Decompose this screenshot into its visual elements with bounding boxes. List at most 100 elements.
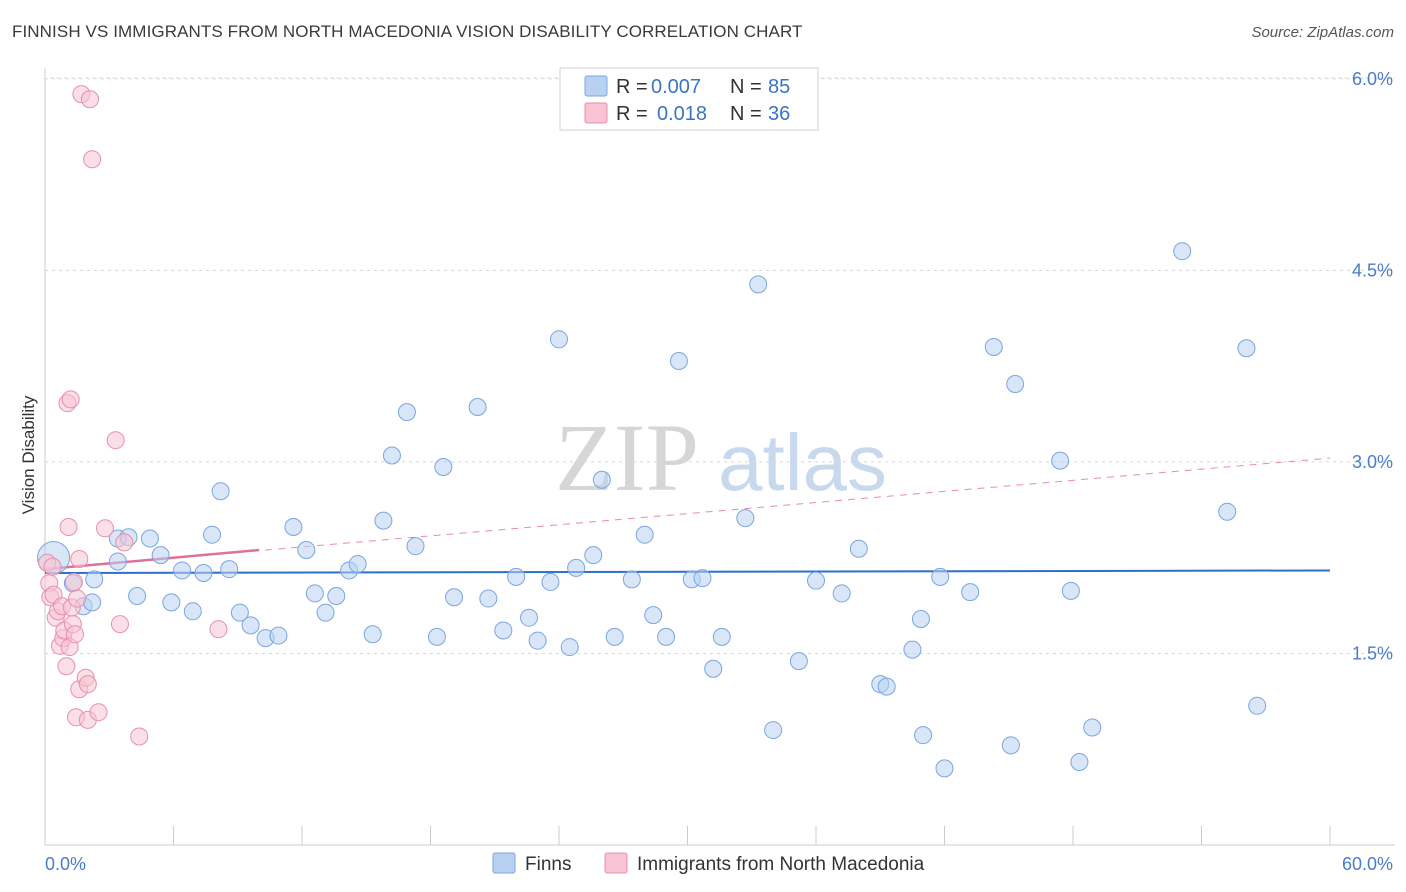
point-finns-42 — [528, 631, 547, 650]
legend-n-value-finns: 85 — [768, 76, 790, 98]
point-finns-22 — [284, 518, 303, 537]
point-finns-54 — [669, 352, 688, 371]
point-finns-64 — [832, 584, 851, 603]
legend: R = 0.007 N = 85 R = 0.018 N = 36 — [559, 67, 819, 131]
point-finns-74 — [984, 337, 1003, 356]
point-finns-24 — [305, 584, 324, 603]
y-tick-label-1: 3.0% — [1352, 452, 1393, 472]
point-finns-25 — [316, 603, 335, 622]
point-finns-46 — [567, 558, 586, 577]
chart-title: FINNISH VS IMMIGRANTS FROM NORTH MACEDON… — [12, 22, 803, 41]
point-finns-47 — [584, 546, 603, 565]
legend-r-label-north-macedonia: R = — [616, 103, 648, 125]
legend-n-value-north-macedonia: 36 — [768, 103, 790, 125]
point-finns-57 — [704, 659, 723, 678]
point-finns-51 — [635, 525, 654, 544]
axes — [44, 68, 1395, 846]
point-north-macedonia-29 — [83, 150, 102, 169]
point-finns-8 — [128, 586, 147, 605]
bottom-legend-north-macedonia: Immigrants from North Macedonia — [637, 854, 925, 875]
point-north-macedonia-35 — [130, 727, 149, 746]
y-tick-label-0: 1.5% — [1352, 643, 1393, 663]
point-finns-81 — [1173, 242, 1192, 261]
point-finns-17 — [220, 560, 239, 579]
series-finns — [37, 242, 1267, 778]
point-finns-69 — [911, 609, 930, 628]
point-finns-63 — [807, 571, 825, 590]
point-finns-58 — [712, 627, 731, 646]
point-north-macedonia-28 — [80, 90, 99, 109]
point-finns-16 — [211, 482, 230, 501]
point-finns-48 — [592, 470, 611, 489]
point-finns-70 — [914, 726, 933, 745]
point-finns-11 — [162, 593, 181, 612]
point-north-macedonia-34 — [115, 533, 134, 552]
point-finns-33 — [406, 537, 425, 556]
point-finns-23 — [297, 541, 316, 560]
point-finns-41 — [520, 608, 539, 627]
point-finns-12 — [173, 561, 192, 580]
legend-swatch-finns — [584, 75, 608, 97]
x-tick-label-1: 60.0% — [1342, 854, 1393, 874]
point-finns-38 — [479, 589, 498, 608]
point-north-macedonia-21 — [68, 589, 87, 608]
point-finns-62 — [789, 652, 808, 671]
point-finns-36 — [445, 588, 464, 607]
point-finns-21 — [269, 626, 288, 645]
x-tick-label-0: 0.0% — [45, 854, 86, 874]
point-finns-68 — [903, 640, 922, 659]
point-finns-40 — [507, 567, 526, 586]
point-finns-71 — [931, 567, 950, 586]
point-finns-82 — [1218, 502, 1237, 521]
point-finns-52 — [644, 606, 663, 625]
point-finns-35 — [434, 458, 453, 477]
series-north-macedonia — [38, 85, 228, 746]
point-finns-77 — [1051, 451, 1070, 470]
point-finns-3 — [83, 593, 102, 612]
point-north-macedonia-18 — [64, 572, 83, 591]
point-finns-4 — [85, 570, 104, 589]
point-finns-37 — [468, 397, 487, 416]
source-label: Source: ZipAtlas.com — [1251, 24, 1394, 41]
point-finns-56 — [693, 569, 712, 588]
point-finns-61 — [764, 721, 783, 740]
point-finns-29 — [363, 625, 382, 644]
legend-n-label-north-macedonia: N = — [730, 103, 762, 125]
point-finns-19 — [241, 616, 260, 635]
point-finns-18 — [230, 603, 249, 622]
point-finns-49 — [605, 627, 624, 646]
bottom-legend-swatch-finns — [492, 852, 516, 874]
point-finns-78 — [1061, 581, 1080, 600]
point-finns-83 — [1237, 339, 1256, 358]
point-finns-43 — [541, 572, 560, 591]
gridlines — [45, 77, 1395, 654]
point-finns-79 — [1070, 752, 1089, 771]
y-tick-labels: 1.5% 3.0% 4.5% 6.0% — [1352, 69, 1393, 664]
point-finns-72 — [935, 759, 954, 778]
legend-r-label-finns: R = — [616, 76, 648, 98]
point-north-macedonia-31 — [95, 519, 114, 538]
bottom-legend-finns: Finns — [525, 854, 571, 875]
point-finns-13 — [183, 602, 202, 621]
y-axis-title: Vision Disability — [19, 395, 38, 514]
point-north-macedonia-36 — [209, 620, 228, 639]
watermark-zip: ZIP — [555, 404, 699, 511]
point-finns-28 — [348, 555, 367, 574]
y-tick-label-3: 6.0% — [1352, 69, 1393, 89]
point-finns-73 — [961, 583, 980, 602]
point-finns-84 — [1248, 696, 1267, 715]
point-finns-26 — [327, 586, 346, 605]
point-finns-80 — [1083, 718, 1102, 737]
point-finns-9 — [140, 529, 159, 548]
point-finns-53 — [657, 627, 676, 646]
point-north-macedonia-30 — [89, 703, 108, 722]
point-north-macedonia-3 — [43, 557, 62, 576]
point-finns-14 — [194, 563, 213, 582]
point-finns-30 — [374, 511, 393, 530]
x-tick-labels: 0.0% 60.0% — [45, 854, 1393, 874]
point-north-macedonia-13 — [59, 518, 78, 537]
point-finns-10 — [151, 546, 170, 565]
legend-n-label-finns: N = — [730, 76, 762, 98]
y-tick-label-2: 4.5% — [1352, 260, 1393, 280]
point-north-macedonia-11 — [57, 657, 76, 676]
